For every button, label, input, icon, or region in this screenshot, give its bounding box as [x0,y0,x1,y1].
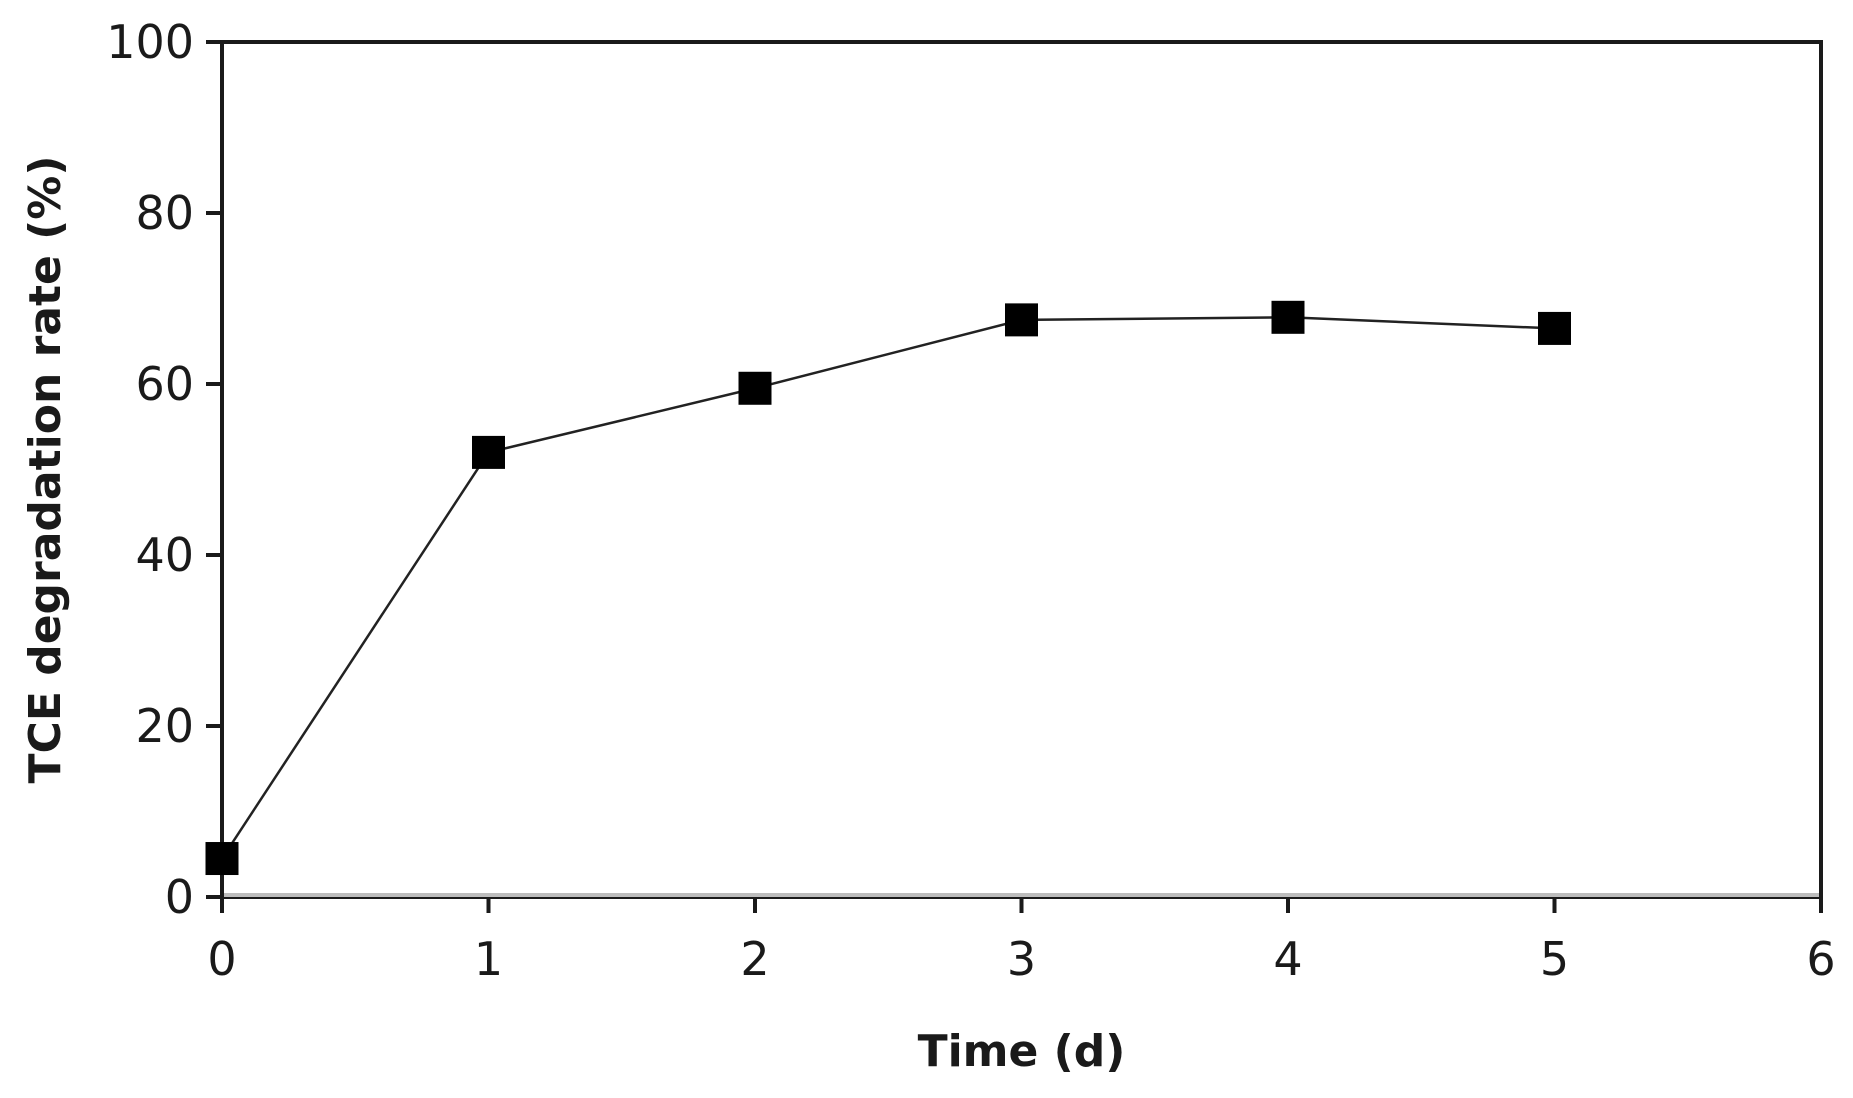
x-tick-label: 6 [1806,932,1835,986]
series-line-segment [754,318,1022,390]
data-point-marker [1538,311,1571,345]
x-tick-label: 0 [207,932,236,986]
x-tick-label: 3 [1007,932,1036,986]
data-point-marker [472,435,505,469]
x-tick-label: 1 [474,932,503,986]
x-tick-label: 4 [1273,932,1302,986]
series-line-segment [1021,316,1289,322]
y-axis-title: TCE degradation rate (%) [20,156,71,784]
series-line-segment [1287,316,1555,330]
plot-area-frame [220,40,1823,899]
y-tick-label: 80 [135,186,194,240]
y-tick-label: 20 [135,699,194,753]
series-layer [205,300,1571,876]
y-tick-label: 100 [106,15,194,69]
y-axis-ticks: 0 20 40 60 80 100 [106,15,222,924]
data-point-marker [738,371,772,405]
series-line-segment [220,451,490,860]
y-tick-label: 60 [135,357,194,411]
x-tick-label: 5 [1540,932,1569,986]
y-tick-label: 40 [135,528,194,582]
data-point-marker [1005,303,1038,337]
x-axis-title: Time (d) [918,1026,1126,1077]
series-line-segment [488,387,756,454]
data-point-marker [205,842,239,876]
y-tick-label: 0 [165,870,194,924]
x-axis-ticks: 0 1 2 3 4 5 6 [207,897,1836,986]
data-point-marker [1271,300,1305,334]
x-tick-label: 2 [740,932,769,986]
